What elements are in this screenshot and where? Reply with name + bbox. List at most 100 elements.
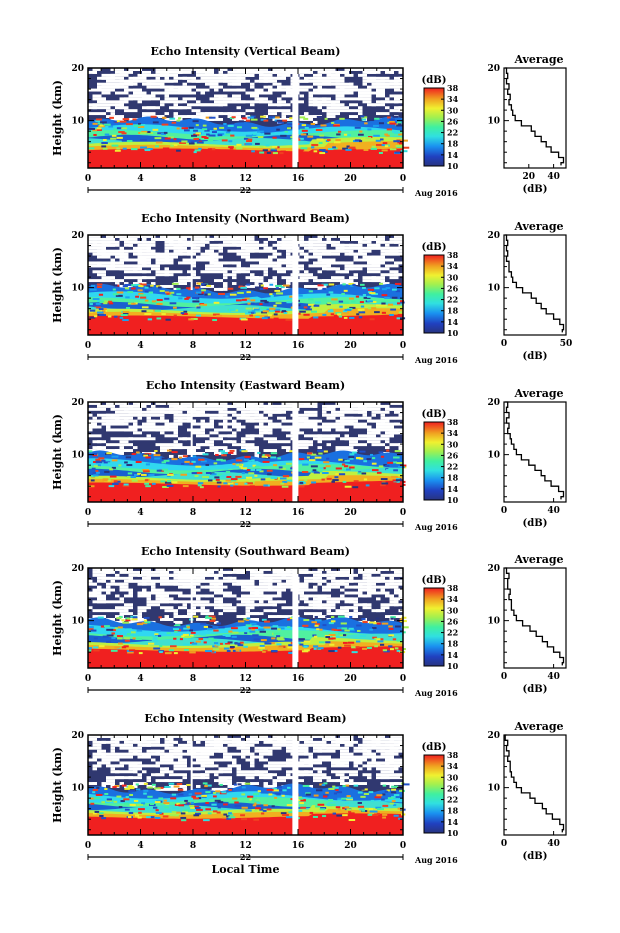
heatmap-cell [385, 243, 390, 247]
heatmap-speckle [234, 642, 242, 645]
colorbar-unit: (dB) [422, 742, 447, 753]
heatmap-speckle [155, 141, 163, 144]
heatmap-cell [277, 407, 282, 411]
heatmap-cell [142, 91, 147, 95]
heatmap-speckle [356, 624, 362, 627]
average-x-label: (dB) [523, 518, 548, 529]
heatmap-speckle [114, 627, 118, 630]
heatmap-cell [263, 285, 277, 288]
heatmap-cell [164, 618, 174, 621]
x-axis-label: Local Time [212, 863, 280, 876]
heatmap-speckle [382, 142, 388, 145]
heatmap-speckle [188, 318, 194, 321]
heatmap-speckle [314, 619, 322, 622]
heatmap-cell [227, 73, 237, 77]
heatmap-cell [97, 440, 102, 444]
heatmap-cell [115, 419, 129, 423]
heatmap-speckle [201, 136, 207, 139]
heatmap-cell [151, 585, 156, 589]
heatmap-speckle [328, 283, 335, 286]
heatmap-speckle [127, 475, 133, 478]
heatmap-speckle [312, 815, 318, 818]
heatmap-speckle [150, 301, 158, 304]
heatmap-cell [349, 109, 363, 113]
heatmap-cell [178, 407, 183, 411]
heatmap-speckle [164, 291, 170, 294]
heatmap-speckle [227, 451, 234, 454]
heatmap-cell [295, 568, 309, 571]
heatmap-cell [119, 597, 124, 601]
heatmap-cell [101, 91, 106, 95]
heatmap-speckle [372, 814, 379, 817]
heatmap-cell [110, 579, 115, 583]
heatmap-cell [160, 261, 174, 265]
heatmap-speckle [118, 131, 125, 134]
heatmap-speckle [341, 463, 346, 466]
heatmap-cell [88, 737, 97, 741]
panel-3: Echo Intensity (Southward Beam)1020Heigh… [51, 545, 567, 698]
heatmap-cell [227, 76, 241, 80]
heatmap-speckle [383, 650, 390, 653]
heatmap-speckle [182, 633, 189, 636]
heatmap-cell [200, 579, 214, 583]
heatmap-cell [191, 419, 196, 423]
heatmap-cell [178, 785, 187, 788]
heatmap-cell [142, 579, 147, 583]
heatmap-cell [173, 767, 178, 771]
heatmap-cell [110, 758, 115, 762]
heatmap-speckle [371, 145, 376, 148]
heatmap-cell [119, 410, 124, 414]
heatmap-speckle [163, 802, 170, 805]
heatmap-speckle [380, 138, 384, 141]
heatmap-cell [106, 255, 111, 259]
heatmap-cell [277, 103, 291, 107]
heatmap-speckle [303, 313, 310, 316]
heatmap-cell [331, 407, 336, 411]
heatmap-speckle [199, 305, 204, 308]
heatmap-speckle [91, 629, 97, 632]
heatmap-cell [322, 606, 336, 610]
heatmap-speckle [280, 482, 284, 485]
heatmap-cell [362, 603, 372, 607]
heatmap-speckle [243, 645, 248, 648]
heatmap-speckle [344, 806, 350, 809]
heatmap-speckle [269, 642, 275, 645]
heatmap-speckle [241, 818, 247, 821]
heatmap-cell [146, 94, 156, 98]
heatmap-cell [389, 264, 394, 268]
heatmap-cell [340, 776, 349, 780]
heatmap-speckle [101, 459, 106, 462]
heatmap-speckle [332, 812, 337, 815]
heatmap-cell [371, 103, 381, 107]
heatmap-cell [385, 106, 390, 110]
heatmap-cell [358, 612, 363, 616]
heatmap-cell [164, 255, 169, 259]
heatmap-cell [349, 591, 363, 595]
heatmap-cell [196, 597, 201, 601]
heatmap-speckle [241, 806, 248, 809]
heatmap-speckle [104, 788, 108, 791]
heatmap-cell [218, 68, 228, 71]
heatmap-cell [187, 570, 192, 574]
heatmap-speckle [263, 804, 269, 807]
heatmap-speckle [125, 456, 132, 459]
heatmap-speckle [305, 793, 311, 796]
heatmap-speckle [328, 798, 334, 801]
heatmap-speckle [126, 307, 130, 310]
heatmap-speckle [396, 462, 403, 465]
panel-title: Echo Intensity (Southward Beam) [141, 545, 350, 558]
heatmap-cell [250, 737, 264, 741]
heatmap-cell [380, 588, 385, 592]
heatmap-cell [205, 440, 214, 444]
heatmap-cell [124, 70, 133, 74]
heatmap-cell [380, 103, 385, 107]
heatmap-speckle [209, 148, 216, 151]
heatmap-speckle [117, 635, 124, 638]
colorbar-tick-label: 26 [447, 116, 459, 126]
heatmap-cell [106, 109, 115, 113]
heatmap-cell [326, 237, 331, 241]
heatmap-cell [362, 740, 367, 744]
heatmap-speckle [253, 793, 259, 796]
heatmap-speckle [275, 302, 282, 305]
heatmap-cell [191, 452, 205, 455]
